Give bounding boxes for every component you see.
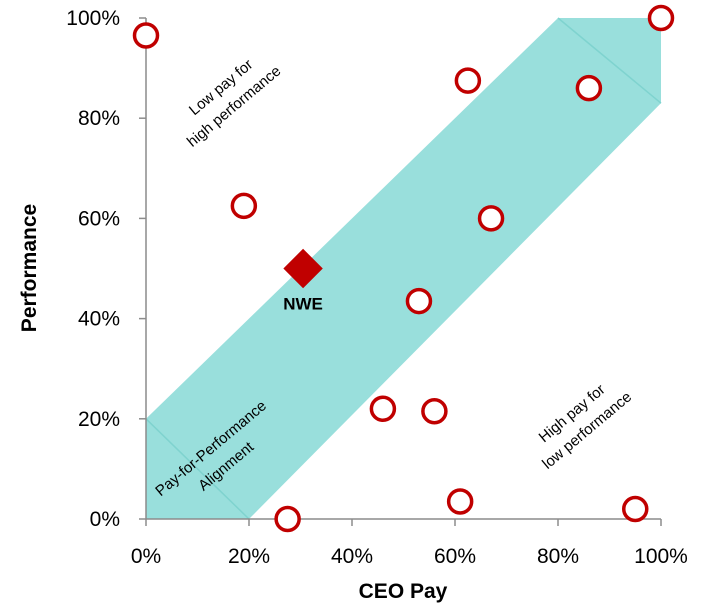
peer-circle-marker: [405, 287, 433, 315]
peer-circle-marker: [274, 505, 301, 533]
x-tick-label: 40%: [331, 545, 373, 568]
peer-circle-marker: [446, 488, 474, 515]
x-tick-label: 0%: [131, 545, 161, 568]
peer-circle-marker: [132, 22, 160, 49]
alignment-band-start-edge: [145, 418, 250, 520]
peer-circle-marker: [647, 4, 675, 32]
peer-circle-marker: [421, 398, 448, 425]
y-tick-label: 20%: [78, 408, 120, 431]
y-tick-label: 100%: [66, 7, 120, 30]
peer-circle-marker: [622, 495, 649, 523]
x-axis-title: CEO Pay: [359, 580, 448, 603]
peer-circle-marker: [369, 395, 397, 423]
y-tick-label: 0%: [90, 508, 120, 531]
y-tick-label: 40%: [78, 308, 120, 331]
peer-circle-marker: [454, 67, 482, 94]
nwe-point-label: NWE: [283, 295, 323, 314]
alignment-band: [146, 18, 661, 519]
peer-circle-marker: [230, 192, 258, 220]
x-tick-label: 20%: [228, 545, 270, 568]
x-tick-label: 60%: [434, 545, 476, 568]
alignment-band-end-edge: [557, 17, 662, 104]
x-tick-label: 100%: [634, 545, 688, 568]
y-axis-title: Performance: [18, 204, 41, 332]
y-tick-label: 80%: [78, 107, 120, 130]
peer-circle-marker: [477, 205, 505, 232]
peer-circle-marker: [575, 74, 603, 102]
x-tick-label: 80%: [537, 545, 579, 568]
y-tick-label: 60%: [78, 207, 120, 230]
nwe-diamond-marker: [283, 248, 323, 289]
